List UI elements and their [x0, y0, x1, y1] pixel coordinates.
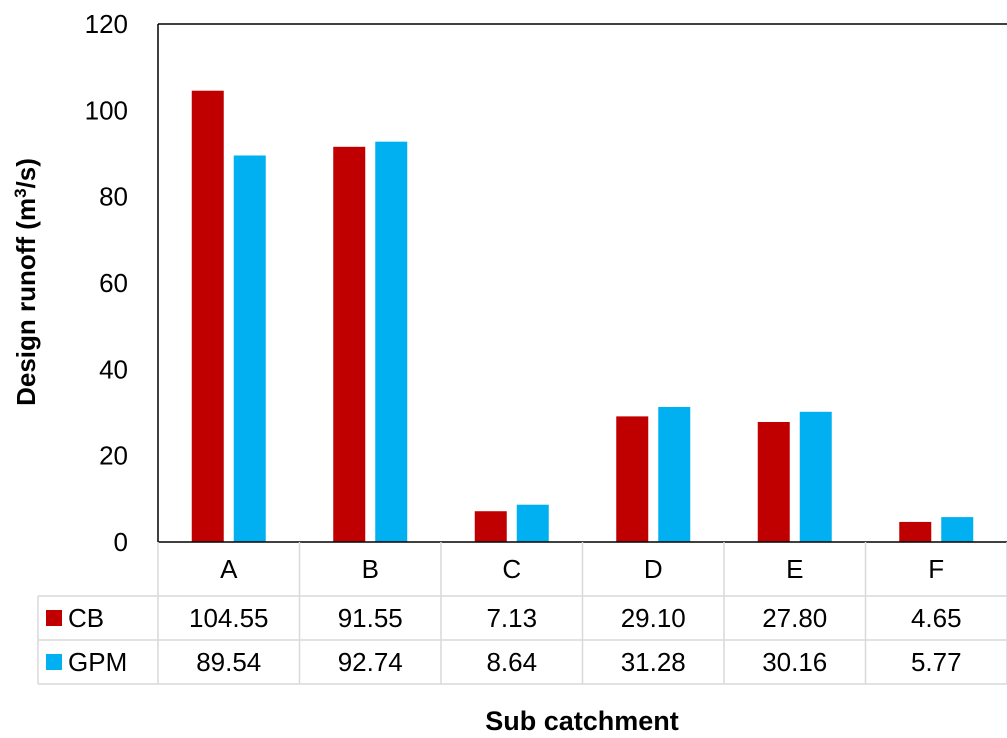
x-tick-label: F	[928, 554, 944, 584]
bar-cb-b	[333, 146, 366, 542]
x-tick-label: E	[786, 554, 803, 584]
data-label-cb: 4.65	[911, 603, 962, 633]
legend-label-gpm: GPM	[68, 647, 127, 677]
bars	[191, 90, 974, 543]
bar-cb-c	[474, 511, 507, 542]
y-tick-label: 120	[85, 9, 128, 39]
legend-key-gpm	[46, 654, 62, 670]
data-table: A B C D E F CB 104.55 91.55 7.13 29.10 27.80 4.65 GPM…	[37, 541, 1007, 685]
data-label-gpm: 5.77	[911, 647, 962, 677]
bar-cb-a	[191, 90, 224, 542]
x-tick-label: B	[362, 554, 379, 584]
data-label-cb: 7.13	[486, 603, 537, 633]
x-tick-label: C	[502, 554, 521, 584]
y-tick-label: 80	[99, 182, 128, 212]
bar-cb-f	[899, 521, 932, 542]
data-label-gpm: 92.74	[338, 647, 403, 677]
x-axis-title: Sub catchment	[485, 706, 679, 736]
data-label-cb: 27.80	[762, 603, 827, 633]
bar-gpm-c	[516, 504, 549, 542]
y-tick-label: 100	[85, 95, 128, 125]
bar-cb-e	[757, 421, 790, 542]
y-axis: 0 20 40 60 80 100 120	[85, 9, 1007, 557]
y-tick-label: 20	[99, 441, 128, 471]
data-label-cb: 29.10	[621, 603, 686, 633]
data-label-cb: 91.55	[338, 603, 403, 633]
data-label-gpm: 30.16	[762, 647, 827, 677]
bar-cb-d	[616, 416, 649, 542]
bar-gpm-b	[375, 141, 408, 542]
data-label-cb: 104.55	[189, 603, 269, 633]
data-label-gpm: 89.54	[196, 647, 261, 677]
x-tick-label: A	[220, 554, 238, 584]
x-tick-label: D	[644, 554, 663, 584]
y-tick-label: 40	[99, 354, 128, 384]
bar-gpm-d	[658, 406, 691, 542]
bar-gpm-f	[941, 517, 974, 542]
bar-gpm-e	[799, 411, 832, 542]
legend-key-cb	[46, 610, 62, 626]
y-axis-title: Design runoff (m3/s)	[11, 158, 42, 406]
data-label-gpm: 8.64	[486, 647, 537, 677]
legend-label-cb: CB	[68, 603, 104, 633]
y-tick-label: 0	[114, 527, 128, 557]
bar-gpm-a	[233, 155, 266, 543]
data-label-gpm: 31.28	[621, 647, 686, 677]
y-tick-label: 60	[99, 268, 128, 298]
